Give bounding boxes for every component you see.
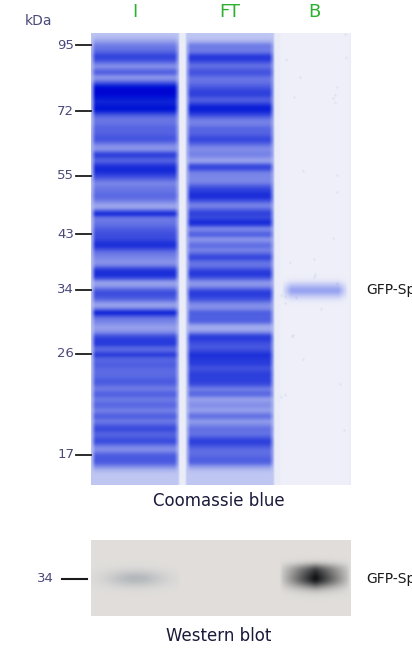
Text: B: B xyxy=(308,3,321,20)
Text: FT: FT xyxy=(219,3,240,20)
Text: 55: 55 xyxy=(57,169,74,182)
Text: GFP-Spot: GFP-Spot xyxy=(367,283,412,297)
Text: 17: 17 xyxy=(57,448,74,461)
Text: 26: 26 xyxy=(57,347,74,360)
Text: 43: 43 xyxy=(57,228,74,241)
Text: Western blot: Western blot xyxy=(166,628,271,645)
Text: 72: 72 xyxy=(57,105,74,118)
Text: 34: 34 xyxy=(57,284,74,296)
Text: GFP-Spot: GFP-Spot xyxy=(367,572,412,585)
Text: kDa: kDa xyxy=(25,15,52,28)
Text: 34: 34 xyxy=(37,572,54,585)
Text: I: I xyxy=(132,3,137,20)
Text: 95: 95 xyxy=(57,39,74,52)
Text: Coomassie blue: Coomassie blue xyxy=(152,492,284,510)
